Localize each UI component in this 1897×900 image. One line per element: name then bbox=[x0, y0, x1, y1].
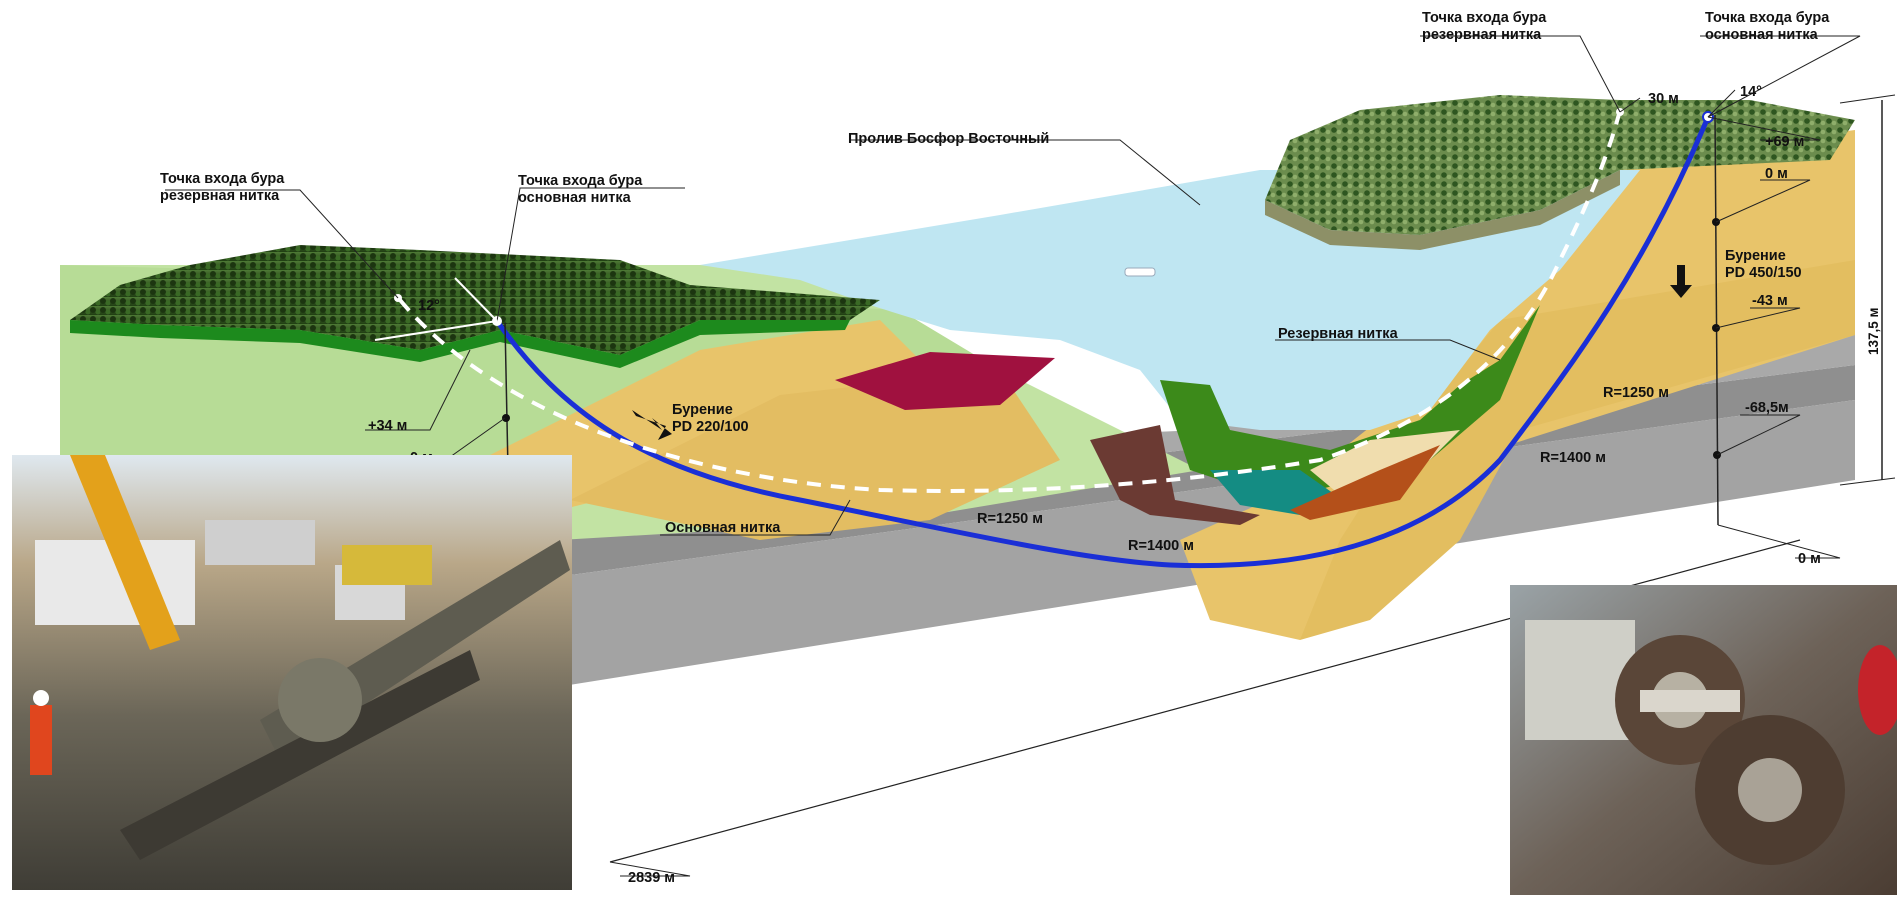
radius-left-2: R=1400 м bbox=[1128, 538, 1194, 554]
leader-plus34 bbox=[365, 349, 471, 431]
orange-block bbox=[1290, 445, 1440, 520]
leader-plus69 bbox=[1707, 116, 1821, 141]
dark-green-block bbox=[1160, 305, 1540, 500]
leader-zero-right bbox=[1715, 179, 1811, 223]
leader-left-reserve bbox=[165, 189, 399, 299]
height-dimension-label: 137,5 м bbox=[1866, 307, 1881, 355]
arrow-right-drill bbox=[1670, 265, 1692, 298]
right-forest bbox=[1265, 95, 1855, 235]
left-reserve-label-1: Точка входа бура bbox=[160, 171, 285, 187]
drilling-rig-photo bbox=[12, 455, 572, 890]
right-angle-label: 14° bbox=[1740, 84, 1762, 100]
reserve-line-label: Резервная нитка bbox=[1278, 326, 1399, 342]
leader-strait bbox=[850, 139, 1201, 206]
tan-block bbox=[1310, 430, 1460, 495]
leader-right-reserve-angle bbox=[1619, 97, 1641, 113]
left-angle-line-2 bbox=[454, 277, 498, 322]
main-line bbox=[494, 116, 1711, 569]
right-reserve-label-2: резервная нитка bbox=[1422, 27, 1542, 43]
leader-43 bbox=[1715, 307, 1801, 329]
right-bottom-zero: 0 м bbox=[1798, 551, 1821, 567]
leader-left-main bbox=[496, 187, 685, 322]
right-offset-label: 30 м bbox=[1648, 91, 1679, 107]
right-drilling-label-1: Бурение bbox=[1725, 248, 1786, 264]
left-reserve-label-2: резервная нитка bbox=[160, 188, 280, 204]
left-elev-top: +34 м bbox=[368, 418, 407, 434]
left-drilling-label-1: Бурение bbox=[672, 402, 733, 418]
leader-68 bbox=[1716, 414, 1801, 456]
reamer-photo bbox=[1510, 585, 1897, 895]
right-main-label-1: Точка входа бура bbox=[1705, 10, 1830, 26]
radius-left-1: R=1250 м bbox=[977, 511, 1043, 527]
right-depth-68: -68,5м bbox=[1745, 400, 1789, 416]
right-elev-top: +69 м bbox=[1765, 134, 1804, 150]
sand-layer-left-2 bbox=[570, 370, 1060, 540]
left-forest bbox=[70, 245, 880, 355]
boat-icon bbox=[1124, 267, 1156, 277]
leader-right-main bbox=[1700, 35, 1861, 118]
right-elev-zero: 0 м bbox=[1765, 166, 1788, 182]
main-line-label: Основная нитка bbox=[665, 520, 781, 536]
dimension-tick-top bbox=[1839, 94, 1896, 104]
right-drilling-label-2: PD 450/150 bbox=[1725, 265, 1802, 281]
left-angle-label: 12° bbox=[418, 298, 440, 314]
sand-layer-left bbox=[480, 320, 960, 510]
left-main-label-2: основная нитка bbox=[518, 190, 632, 206]
leader-bottom-zero bbox=[1717, 524, 1841, 559]
arrow-left-drill bbox=[632, 410, 672, 440]
left-grass-edge bbox=[70, 320, 850, 368]
bedrock-bottom bbox=[475, 400, 1855, 700]
right-main-label-2: основная нитка bbox=[1705, 27, 1819, 43]
right-forest-face bbox=[1265, 170, 1620, 250]
right-depth-43: -43 м bbox=[1752, 293, 1788, 309]
right-reserve-label-1: Точка входа бура bbox=[1422, 10, 1547, 26]
marker-left-zero bbox=[502, 414, 510, 422]
radius-right-2: R=1400 м bbox=[1540, 450, 1606, 466]
leader-length bbox=[609, 861, 691, 877]
strait-label: Пролив Босфор Восточный bbox=[848, 131, 1049, 147]
total-length-label: 2839 м bbox=[628, 870, 675, 886]
right-angle-line bbox=[1707, 89, 1736, 118]
maroon-block bbox=[835, 352, 1055, 410]
reserve-line bbox=[398, 109, 1622, 493]
left-vertical-guide bbox=[504, 322, 509, 471]
left-angle-line-1 bbox=[374, 320, 498, 341]
left-drilling-label-2: PD 220/100 bbox=[672, 419, 749, 435]
dimension-tick-bottom bbox=[1839, 477, 1896, 486]
leader-right-reserve bbox=[1420, 35, 1621, 113]
brown-block bbox=[1090, 425, 1260, 525]
leader-main-line bbox=[660, 499, 851, 536]
left-main-label-1: Точка входа бура bbox=[518, 173, 643, 189]
radius-right-1: R=1250 м bbox=[1603, 385, 1669, 401]
leader-reserve-line bbox=[1275, 339, 1501, 361]
